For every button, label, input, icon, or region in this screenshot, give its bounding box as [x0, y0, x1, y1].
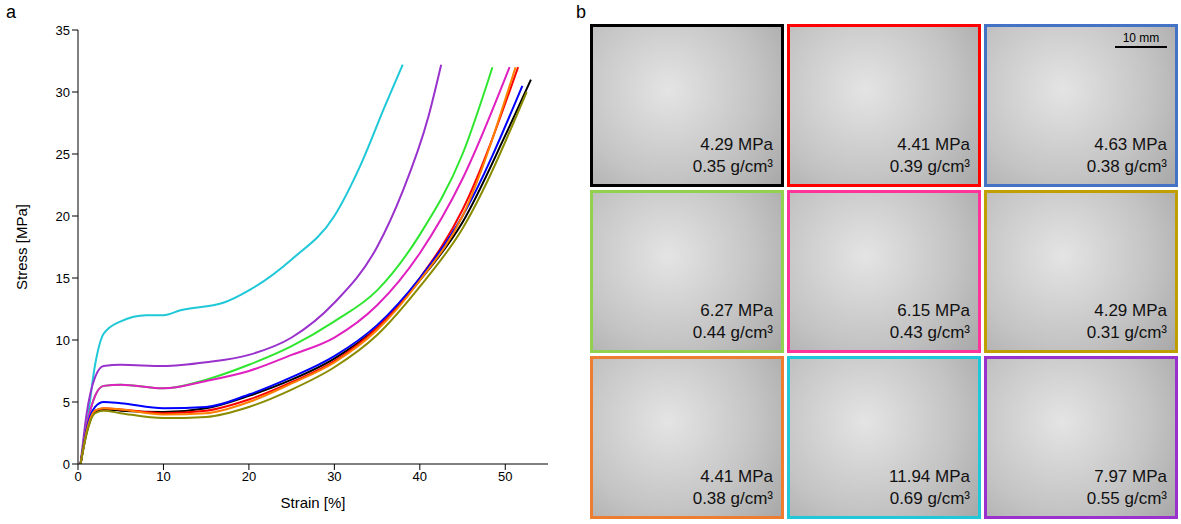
svg-text:30: 30: [56, 85, 70, 100]
svg-text:35: 35: [56, 23, 70, 38]
html-text:10 mm: 10 mm: [1122, 31, 1160, 45]
html-text:4.29 MPa: 4.29 MPa: [1094, 301, 1167, 320]
html-text:0.44 g/cm³: 0.44 g/cm³: [692, 323, 773, 342]
svg-text:0: 0: [63, 457, 70, 472]
html-text:0.55 g/cm³: 0.55 g/cm³: [1086, 489, 1167, 508]
html-text:0.39 g/cm³: 0.39 g/cm³: [889, 157, 970, 176]
html-text:b: b: [576, 2, 586, 22]
svg-text:40: 40: [413, 469, 427, 484]
html-text:4.41 MPa: 4.41 MPa: [700, 467, 773, 486]
svg-text:20: 20: [56, 209, 70, 224]
svg-text:10: 10: [156, 469, 170, 484]
svg-text:50: 50: [498, 469, 512, 484]
html-text:0.38 g/cm³: 0.38 g/cm³: [692, 489, 773, 508]
html-text:0.43 g/cm³: 0.43 g/cm³: [889, 323, 970, 342]
svg-text:15: 15: [56, 271, 70, 286]
html-text:0.69 g/cm³: 0.69 g/cm³: [889, 489, 970, 508]
html-text:0.31 g/cm³: 0.31 g/cm³: [1086, 323, 1167, 342]
svg-text:5: 5: [63, 395, 70, 410]
html-text:4.29 MPa: 4.29 MPa: [700, 135, 773, 154]
html-text:4.63 MPa: 4.63 MPa: [1094, 135, 1167, 154]
html-text:a: a: [6, 2, 16, 22]
html-text:6.27 MPa: 6.27 MPa: [700, 301, 773, 320]
html-text:6.15 MPa: 6.15 MPa: [897, 301, 970, 320]
html-text:4.41 MPa: 4.41 MPa: [897, 135, 970, 154]
svg-text:30: 30: [327, 469, 341, 484]
svg-text:Strain [%]: Strain [%]: [280, 494, 345, 511]
html-text:0.35 g/cm³: 0.35 g/cm³: [692, 157, 773, 176]
svg-text:10: 10: [56, 333, 70, 348]
svg-text:25: 25: [56, 147, 70, 162]
html-text:0.38 g/cm³: 0.38 g/cm³: [1086, 157, 1167, 176]
html-text:11.94 MPa: 11.94 MPa: [889, 467, 970, 486]
svg-text:20: 20: [242, 469, 256, 484]
svg-text:0: 0: [74, 469, 81, 484]
html-text:7.97 MPa: 7.97 MPa: [1094, 467, 1167, 486]
svg-text:Stress [MPa]: Stress [MPa]: [13, 204, 30, 290]
